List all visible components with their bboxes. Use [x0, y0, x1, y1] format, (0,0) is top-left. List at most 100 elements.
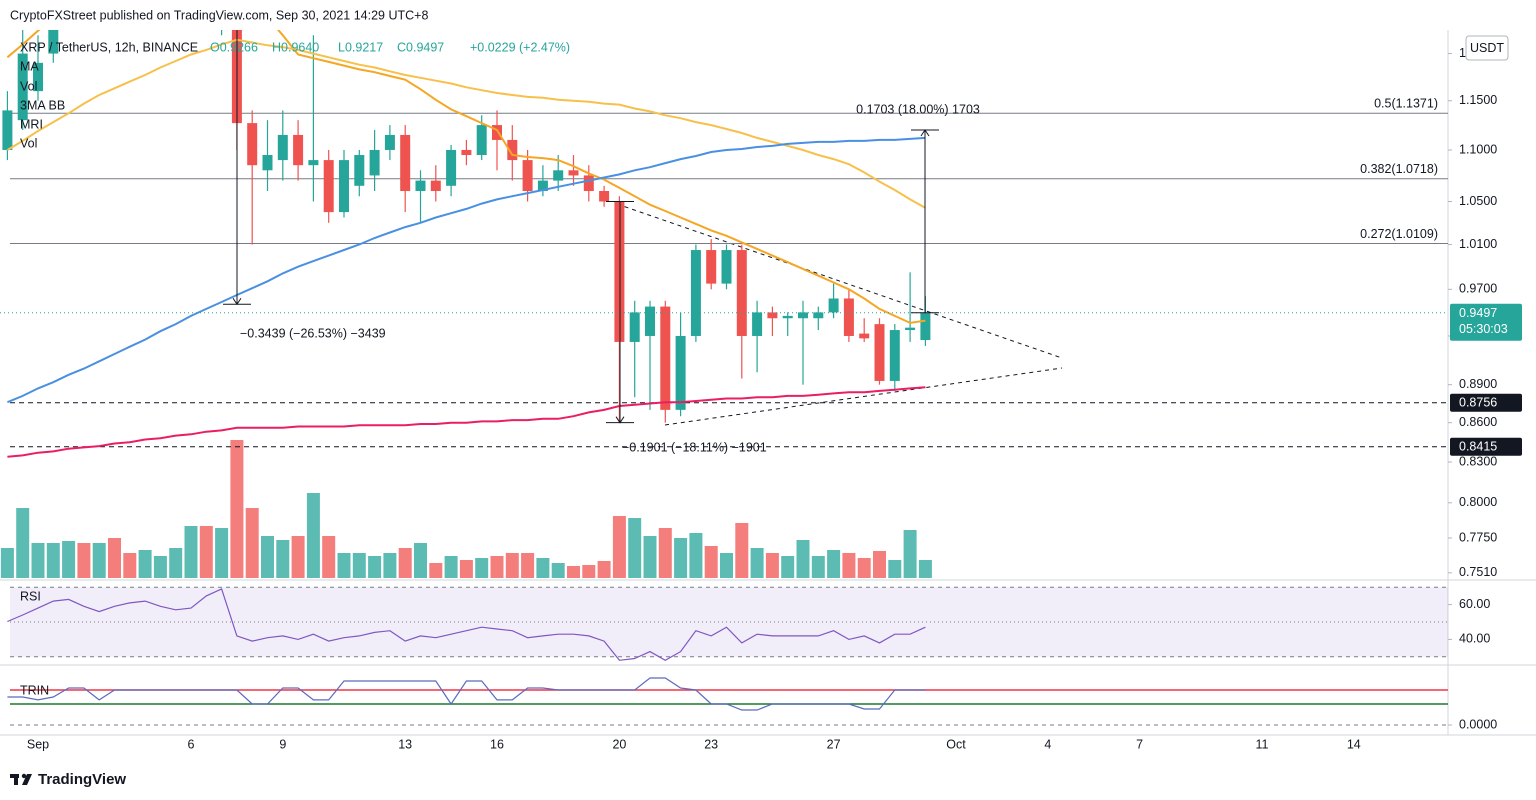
volume-bar: [490, 556, 504, 578]
volume-bar: [398, 548, 412, 578]
volume-bar: [429, 563, 443, 578]
volume-bar: [383, 553, 397, 578]
publisher: CryptoFXStreet published on TradingView.…: [10, 8, 428, 22]
volume-bar: [444, 556, 458, 578]
logo-mark: [14, 774, 18, 785]
x-tick-label: Sep: [27, 737, 49, 751]
volume-bar: [475, 558, 489, 578]
candle-body: [874, 324, 885, 381]
ohlc-change: +0.0229 (+2.47%): [470, 40, 570, 54]
pane-title: RSI: [20, 589, 41, 603]
candle-body: [828, 298, 839, 313]
x-tick-label: 20: [612, 737, 626, 751]
indicator-label: 3MA BB: [20, 98, 65, 112]
candle-body: [553, 170, 564, 181]
volume-bar: [765, 553, 779, 578]
fib-label: 0.5(1.1371): [1374, 97, 1438, 111]
volume-bar: [337, 553, 351, 578]
candle-body: [33, 62, 43, 92]
candle-body: [568, 170, 579, 176]
candle-body: [247, 123, 258, 166]
currency-badge[interactable]: [1465, 35, 1509, 61]
y-tick-label: 1.0500: [1459, 194, 1497, 208]
ohlc-close: C0.9497: [397, 40, 444, 54]
candle-body: [859, 333, 870, 339]
volume-bar: [123, 553, 137, 578]
candle-body: [354, 155, 365, 186]
volume-bar: [811, 556, 825, 578]
volume-bar: [108, 538, 121, 578]
volume-bar: [628, 518, 642, 578]
volume-bar: [842, 553, 856, 578]
x-tick-label: 13: [398, 737, 412, 751]
candle-body: [736, 250, 747, 336]
candle-body: [675, 335, 686, 410]
volume-bar: [597, 561, 611, 578]
candle-body: [660, 306, 671, 410]
x-tick-label: 23: [704, 737, 718, 751]
volume-bar: [750, 548, 764, 578]
volume-bar: [414, 543, 427, 578]
candle-body: [690, 250, 701, 336]
volume-bar: [306, 493, 320, 578]
pane-title: TRIN: [20, 683, 49, 697]
volume-bar: [31, 543, 45, 578]
measure-label: −0.3439 (−26.53%) −3439: [240, 326, 386, 340]
candle-body: [721, 250, 732, 284]
volume-bar: [567, 566, 580, 578]
volume-bar: [230, 440, 244, 578]
candle-body: [599, 191, 610, 202]
indicator-line: [7, 677, 926, 711]
y-tick-label: 1.1000: [1459, 142, 1497, 156]
volume-bar: [261, 536, 274, 578]
candle-body: [843, 298, 854, 336]
volume-bar: [276, 540, 290, 578]
candle-body: [17, 53, 28, 121]
candle-body: [537, 180, 548, 192]
main-pane: [0, 30, 1448, 578]
volume-bar: [245, 508, 259, 578]
volume-bar: [582, 565, 596, 578]
volume-bar: [169, 548, 183, 578]
candle-body: [905, 327, 916, 331]
volume-bar: [873, 551, 886, 578]
x-tick-label: 11: [1256, 737, 1269, 751]
volume-bar: [153, 556, 167, 578]
volume-bar: [199, 526, 213, 578]
volume-bar: [291, 536, 305, 578]
x-tick-label: 9: [279, 737, 286, 751]
volume-bar: [215, 528, 229, 578]
moving-average: [6, 30, 926, 324]
volume-bar: [551, 563, 565, 578]
rsi-band: [10, 587, 1448, 657]
volume-bar: [857, 558, 871, 578]
indicator-label: MRI: [20, 117, 43, 131]
x-tick-label: 7: [1136, 737, 1143, 751]
logo-mark: [22, 774, 32, 785]
currency[interactable]: USDT: [1470, 41, 1504, 55]
moving-average: [7, 136, 926, 404]
ohlc-open: O0.9266: [210, 40, 258, 54]
price-badge: [1450, 393, 1522, 412]
candle-body: [889, 330, 900, 381]
indicator-label: Vol: [20, 136, 37, 150]
volume-bar: [643, 536, 657, 578]
volume-bar: [459, 560, 473, 578]
candle-body: [782, 315, 793, 319]
volume-bar: [658, 528, 672, 578]
moving-average: [7, 386, 926, 458]
moving-average: [6, 38, 926, 209]
candle-body: [277, 134, 288, 161]
candle-body: [323, 160, 334, 213]
candle-body: [384, 134, 395, 150]
price-badge-label: 0.8415: [1459, 440, 1497, 454]
candle-body: [767, 312, 778, 319]
candle-body: [430, 180, 441, 192]
volume-bar: [352, 553, 366, 578]
candle-body: [400, 134, 411, 192]
y-tick-label: 0.7750: [1459, 530, 1497, 544]
